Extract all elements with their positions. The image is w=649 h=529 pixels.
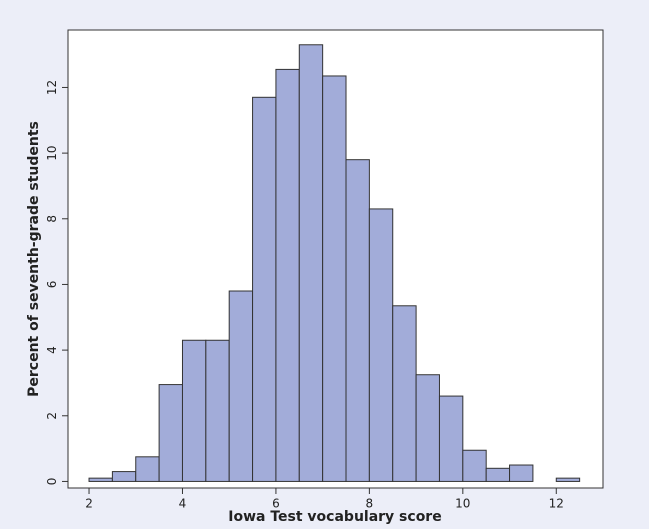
y-tick-label: 10 (45, 145, 59, 160)
x-tick-label: 6 (272, 497, 280, 511)
bar (158, 384, 183, 482)
bar (181, 339, 207, 482)
bar (205, 339, 230, 482)
bar (485, 467, 511, 482)
bar (322, 75, 347, 482)
x-tick-label: 8 (366, 497, 374, 511)
bar (111, 471, 137, 482)
bar (392, 305, 417, 482)
x-tick-label: 4 (179, 497, 187, 511)
bar (345, 159, 370, 482)
y-tick-label: 0 (45, 478, 59, 486)
bar (462, 449, 487, 482)
bar (275, 68, 300, 482)
y-axis-title: Percent of seventh-grade students (26, 121, 42, 397)
bar (555, 477, 581, 482)
bar (368, 208, 394, 482)
x-tick-label: 12 (549, 497, 564, 511)
y-tick-label: 2 (45, 412, 59, 420)
bar (135, 456, 160, 482)
x-tick-label: 10 (455, 497, 470, 511)
bar (509, 464, 534, 482)
bar (415, 374, 440, 482)
bar (228, 290, 254, 482)
bar (438, 395, 464, 482)
y-tick-label: 8 (45, 215, 59, 223)
y-tick-label: 4 (45, 346, 59, 354)
x-axis-title: Iowa Test vocabulary score (228, 509, 441, 525)
y-tick-label: 6 (45, 281, 59, 289)
x-tick-label: 2 (85, 497, 93, 511)
bar (88, 477, 113, 482)
y-tick-label: 12 (45, 80, 59, 95)
bar (252, 96, 277, 482)
bar (298, 44, 324, 482)
